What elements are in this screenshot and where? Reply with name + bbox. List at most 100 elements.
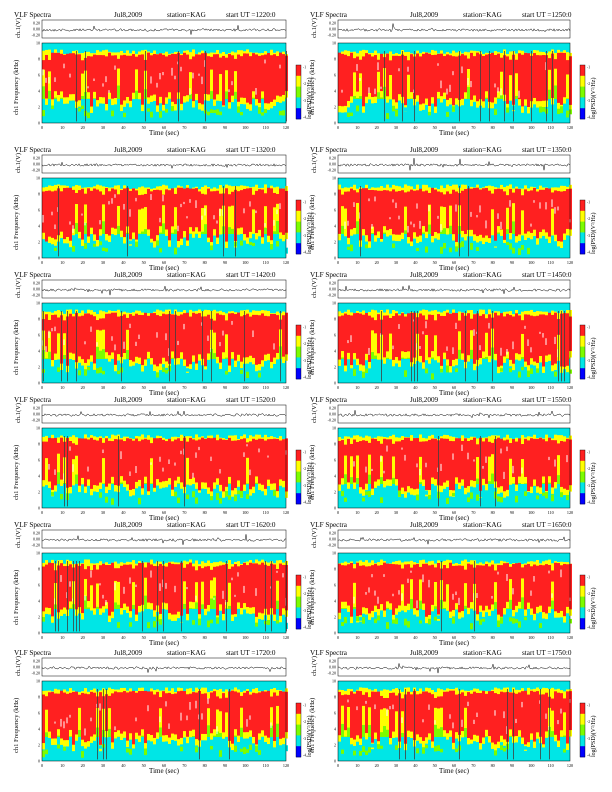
spectrum-sferic — [229, 689, 230, 760]
spectrum-hot — [282, 188, 285, 235]
spectrum-hot — [494, 570, 497, 583]
spectrum-low — [392, 106, 395, 112]
spectrum-low — [285, 745, 288, 752]
freq-tick: 2 — [38, 490, 40, 495]
spectrum-hot — [96, 55, 99, 101]
spectrum-hot — [72, 443, 75, 460]
spectrum-hot — [183, 691, 186, 732]
colorbar-frame — [579, 449, 586, 505]
waveform-ylabel: ch.1(V) — [311, 528, 318, 548]
spectrum-hot — [506, 313, 509, 352]
colorbar-swatch — [580, 346, 585, 358]
spectrum-low — [123, 248, 126, 254]
colorbar-tick: -2 — [587, 592, 590, 596]
spectrum-sferic — [76, 561, 77, 632]
spectrum-sferic — [85, 51, 86, 122]
freq-tick: 6 — [38, 458, 40, 463]
time-tick: 40 — [413, 510, 417, 515]
spectrum-low — [428, 371, 431, 377]
spectrum-hot — [434, 438, 437, 480]
spectrum-speckle — [371, 224, 373, 229]
spectrum-hot — [545, 692, 548, 732]
spectrum-warm — [138, 187, 141, 234]
time-tick: 60 — [452, 125, 456, 130]
spectrum-warm — [521, 564, 524, 598]
spectrum-speckle — [455, 591, 457, 596]
spectrum-hot — [341, 695, 344, 706]
time-tick: 20 — [81, 635, 85, 640]
spectrum-hot — [449, 440, 452, 491]
time-tick: 20 — [81, 260, 85, 265]
spectrum-hot — [270, 313, 273, 362]
spectrum-low — [551, 618, 554, 624]
spectrum-speckle — [545, 202, 547, 210]
spectrum-hot — [491, 193, 494, 210]
spectrum-low — [117, 622, 120, 628]
spectrum-low — [144, 748, 147, 756]
spectrum-hot — [285, 691, 288, 733]
colorbar-swatch — [296, 346, 301, 358]
waveform-ylabel: ch.1(V) — [311, 278, 318, 298]
time-xlabel: Time (sec) — [149, 514, 180, 522]
spectrum-hot — [114, 189, 117, 229]
colorbar-label: log(PSD)(V²/Hz) — [590, 338, 597, 379]
spectrum-hot — [264, 193, 267, 207]
colorbar-swatch — [580, 243, 585, 255]
spectrum-hot — [48, 190, 51, 237]
spectrogram-ylabel: ch1 Frequency (kHz) — [13, 195, 20, 250]
spectrum-hot — [473, 187, 476, 235]
freq-tick: 8 — [38, 695, 40, 700]
waveform-tick: -0.20 — [328, 293, 336, 298]
spectrum-low — [542, 106, 545, 112]
spectrum-low — [512, 618, 515, 624]
spectrum-sferic — [414, 311, 415, 382]
spectrum-hot — [338, 316, 341, 360]
spectrum-low — [533, 496, 536, 500]
spectrum-warm — [509, 563, 512, 600]
spectrum-speckle — [51, 211, 53, 216]
spectrum-low — [162, 367, 165, 373]
spectrum-speckle — [96, 342, 98, 347]
spectrum-low — [470, 492, 473, 499]
spectrum-hot — [60, 53, 63, 92]
spectrum-hot — [231, 313, 234, 353]
spectrum-hot — [530, 438, 533, 487]
spectrum-low — [464, 496, 467, 500]
spectrum-hot — [419, 188, 422, 236]
spectrogram-svg: VLF Spectra Jul8,2009 station=KAG start UT … — [13, 11, 313, 137]
spectrum-hot — [533, 691, 536, 742]
spectrum-hot — [455, 438, 458, 478]
panel-title: VLF Spectra — [310, 11, 348, 19]
colorbar-swatch — [296, 325, 301, 337]
spectrum-hot — [60, 690, 63, 739]
spectrum-sferic — [55, 561, 56, 632]
spectrum-low — [207, 494, 210, 501]
spectrum-warm — [228, 560, 231, 606]
spectrum-hot — [111, 562, 114, 612]
spectrum-hot — [246, 690, 249, 733]
spectrum-sferic — [459, 186, 460, 257]
spectrum-low — [347, 494, 350, 500]
spectrum-speckle — [503, 711, 505, 719]
time-tick: 110 — [263, 510, 269, 515]
spectrum-low — [371, 743, 374, 748]
spectrum-hot — [512, 192, 515, 204]
spectrum-hot — [132, 440, 135, 489]
spectrum-speckle — [180, 66, 182, 72]
spectrum-low — [174, 247, 177, 255]
spectrum-hot — [470, 564, 473, 603]
spectrum-hot — [189, 316, 192, 365]
spectrum-speckle — [129, 323, 131, 329]
freq-tick: 4 — [334, 599, 336, 604]
freq-tick: 10 — [36, 41, 40, 46]
waveform-frame — [41, 657, 287, 677]
spectrum-hot — [455, 313, 458, 359]
spectrum-speckle — [135, 466, 137, 474]
colorbar-tick: -4 — [303, 376, 306, 380]
panel-start-ut: start UT =1520:0 — [226, 396, 276, 404]
spectrum-low — [273, 490, 276, 496]
spectrum-hot — [183, 52, 186, 97]
panel-start-ut: start UT =1550:0 — [522, 396, 572, 404]
spectrum-speckle — [395, 202, 397, 209]
spectrum-speckle — [407, 578, 409, 583]
